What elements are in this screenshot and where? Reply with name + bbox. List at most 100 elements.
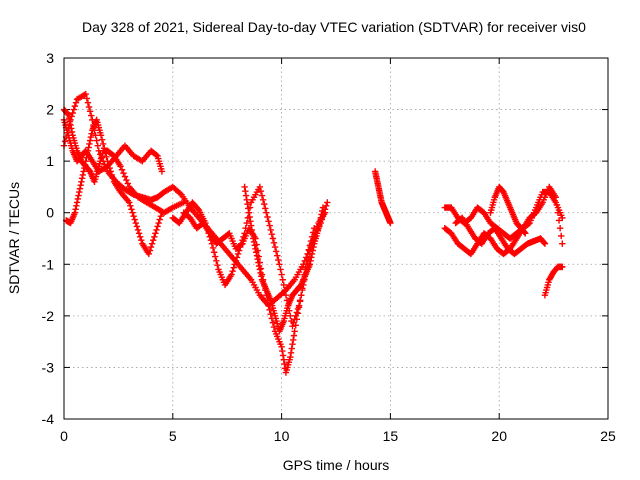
data-point (74, 195, 81, 203)
data-point (157, 212, 165, 220)
data-point (292, 322, 299, 329)
data-point (295, 304, 303, 311)
data-point (151, 233, 158, 240)
data-point (319, 204, 327, 211)
y-tick-label: 2 (46, 102, 54, 118)
series-arc-5 (169, 183, 329, 330)
data-point (281, 360, 288, 368)
y-tick-label: 3 (46, 50, 54, 66)
data-point (277, 266, 284, 273)
data-point (86, 108, 94, 115)
data-point (290, 332, 298, 339)
data-point (133, 223, 141, 230)
data-point (84, 147, 92, 155)
data-point (271, 243, 279, 251)
data-point (158, 168, 166, 175)
data-point (315, 224, 322, 232)
x-axis-label: GPS time / hours (283, 457, 390, 473)
data-point (259, 196, 267, 204)
data-point (252, 245, 259, 253)
data-point (228, 271, 235, 278)
data-point (213, 257, 220, 265)
data-point (278, 343, 285, 350)
data-point (104, 157, 111, 165)
data-point (75, 192, 82, 199)
data-point (86, 140, 93, 148)
series-arc-8 (371, 168, 394, 227)
data-point (61, 138, 69, 145)
data-point (118, 166, 126, 173)
data-point (258, 273, 265, 280)
data-point (64, 110, 71, 118)
data-point (83, 154, 90, 161)
data-point (249, 231, 256, 238)
data-point (553, 201, 561, 209)
data-point (97, 132, 105, 139)
data-point (256, 183, 264, 191)
x-tick-label: 25 (600, 428, 616, 444)
series-arc-7 (241, 183, 327, 335)
data-point (262, 205, 269, 212)
chart-title: Day 328 of 2021, Sidereal Day-to-day VTE… (82, 19, 586, 35)
grid-layer (64, 58, 608, 419)
data-point (109, 175, 117, 182)
data-point (253, 252, 261, 259)
data-point (307, 257, 314, 265)
data-point (255, 259, 262, 266)
data-point (66, 118, 74, 125)
data-point (214, 261, 221, 269)
data-point (81, 164, 88, 172)
data-point (78, 178, 85, 185)
data-point (243, 219, 250, 227)
data-point (245, 205, 252, 212)
data-point (117, 163, 124, 170)
series-arc-3 (60, 116, 166, 175)
data-point (255, 262, 263, 270)
data-point (310, 243, 317, 251)
data-point (99, 140, 107, 148)
data-point (554, 209, 562, 216)
data-point (269, 235, 277, 242)
data-point (253, 249, 260, 256)
data-point (317, 214, 324, 222)
data-point (68, 125, 75, 132)
data-point (258, 192, 266, 199)
y-tick-label: 1 (46, 153, 54, 169)
data-point (69, 109, 76, 117)
data-point (94, 142, 101, 149)
data-point (289, 341, 296, 348)
x-tick-label: 0 (60, 428, 68, 444)
data-point (153, 226, 160, 234)
data-point (256, 266, 264, 273)
data-point (135, 230, 143, 237)
data-point (319, 207, 326, 215)
data-point (308, 254, 315, 261)
data-point (323, 202, 330, 210)
y-tick-label: 0 (46, 205, 54, 221)
data-point (233, 254, 241, 261)
data-point (267, 226, 274, 234)
data-point (93, 137, 100, 144)
data-point (106, 164, 113, 172)
data-point (71, 102, 79, 110)
data-point (243, 196, 250, 204)
x-tick-label: 5 (169, 428, 177, 444)
data-point (309, 247, 316, 254)
data-point (522, 230, 529, 237)
data-point (552, 194, 559, 201)
data-point (76, 185, 84, 192)
data-point (83, 95, 91, 102)
data-point (387, 219, 394, 227)
data-point (297, 292, 305, 299)
data-point (266, 306, 273, 314)
data-point (279, 352, 287, 359)
data-point (269, 319, 277, 326)
y-tick-label: -1 (42, 256, 55, 272)
data-point (92, 132, 99, 139)
data-point (276, 261, 283, 268)
data-point (257, 269, 264, 277)
plot-frame (63, 57, 609, 420)
data-point (130, 212, 137, 220)
data-point (129, 209, 136, 216)
data-point (84, 99, 92, 106)
